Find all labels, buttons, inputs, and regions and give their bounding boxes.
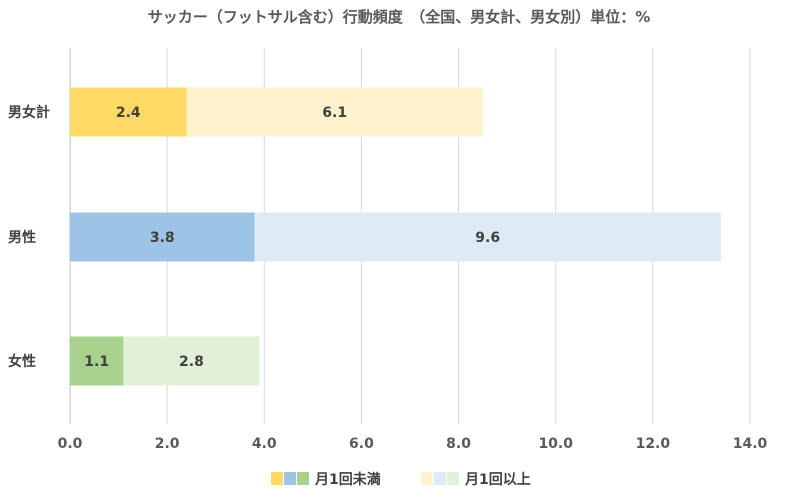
data-label: 9.6 xyxy=(475,230,500,246)
x-tick-label: 10.0 xyxy=(538,436,573,452)
bar-女性-月1回未満 xyxy=(70,336,124,386)
legend-swatch xyxy=(297,472,309,485)
x-tick-label: 0.0 xyxy=(58,436,83,452)
legend-swatch xyxy=(434,472,446,485)
x-tick-label: 12.0 xyxy=(636,436,671,452)
legend: 月1回未満 月1回以上 xyxy=(271,471,531,488)
data-label: 2.8 xyxy=(179,354,204,370)
legend-swatch xyxy=(447,472,459,485)
legend-swatch xyxy=(284,472,296,485)
legend-swatch xyxy=(271,472,283,485)
x-tick-label: 8.0 xyxy=(446,436,471,452)
value-axis: 0.0 2.0 4.0 6.0 8.0 10.0 12.0 14.0 xyxy=(58,436,768,452)
legend-swatch xyxy=(421,472,433,485)
x-tick-label: 6.0 xyxy=(349,436,374,452)
bar-男女計-月1回未満 xyxy=(70,87,187,137)
bars xyxy=(70,87,721,386)
category-label: 女性 xyxy=(8,353,36,370)
data-label: 3.8 xyxy=(150,230,175,246)
bar-男性-月1回未満 xyxy=(70,212,255,262)
data-label: 1.1 xyxy=(84,354,109,370)
data-labels: 2.4 6.1 3.8 9.6 1.1 2.8 xyxy=(84,105,500,370)
category-label: 男性 xyxy=(8,229,36,246)
bar-男性-月1回以上 xyxy=(254,212,721,262)
bar-女性-月1回以上 xyxy=(123,336,260,386)
data-label: 2.4 xyxy=(116,105,141,121)
data-label: 6.1 xyxy=(322,105,347,121)
x-tick-label: 4.0 xyxy=(252,436,277,452)
bar-男女計-月1回以上 xyxy=(186,87,483,137)
legend-label: 月1回未満 xyxy=(314,471,381,488)
chart-title: サッカー（フットサル含む）行動頻度 （全国、男女計、男女別）単位：% xyxy=(148,8,651,26)
category-label: 男女計 xyxy=(8,104,50,121)
x-tick-label: 2.0 xyxy=(155,436,180,452)
legend-label: 月1回以上 xyxy=(464,472,531,488)
x-tick-label: 14.0 xyxy=(733,436,768,452)
